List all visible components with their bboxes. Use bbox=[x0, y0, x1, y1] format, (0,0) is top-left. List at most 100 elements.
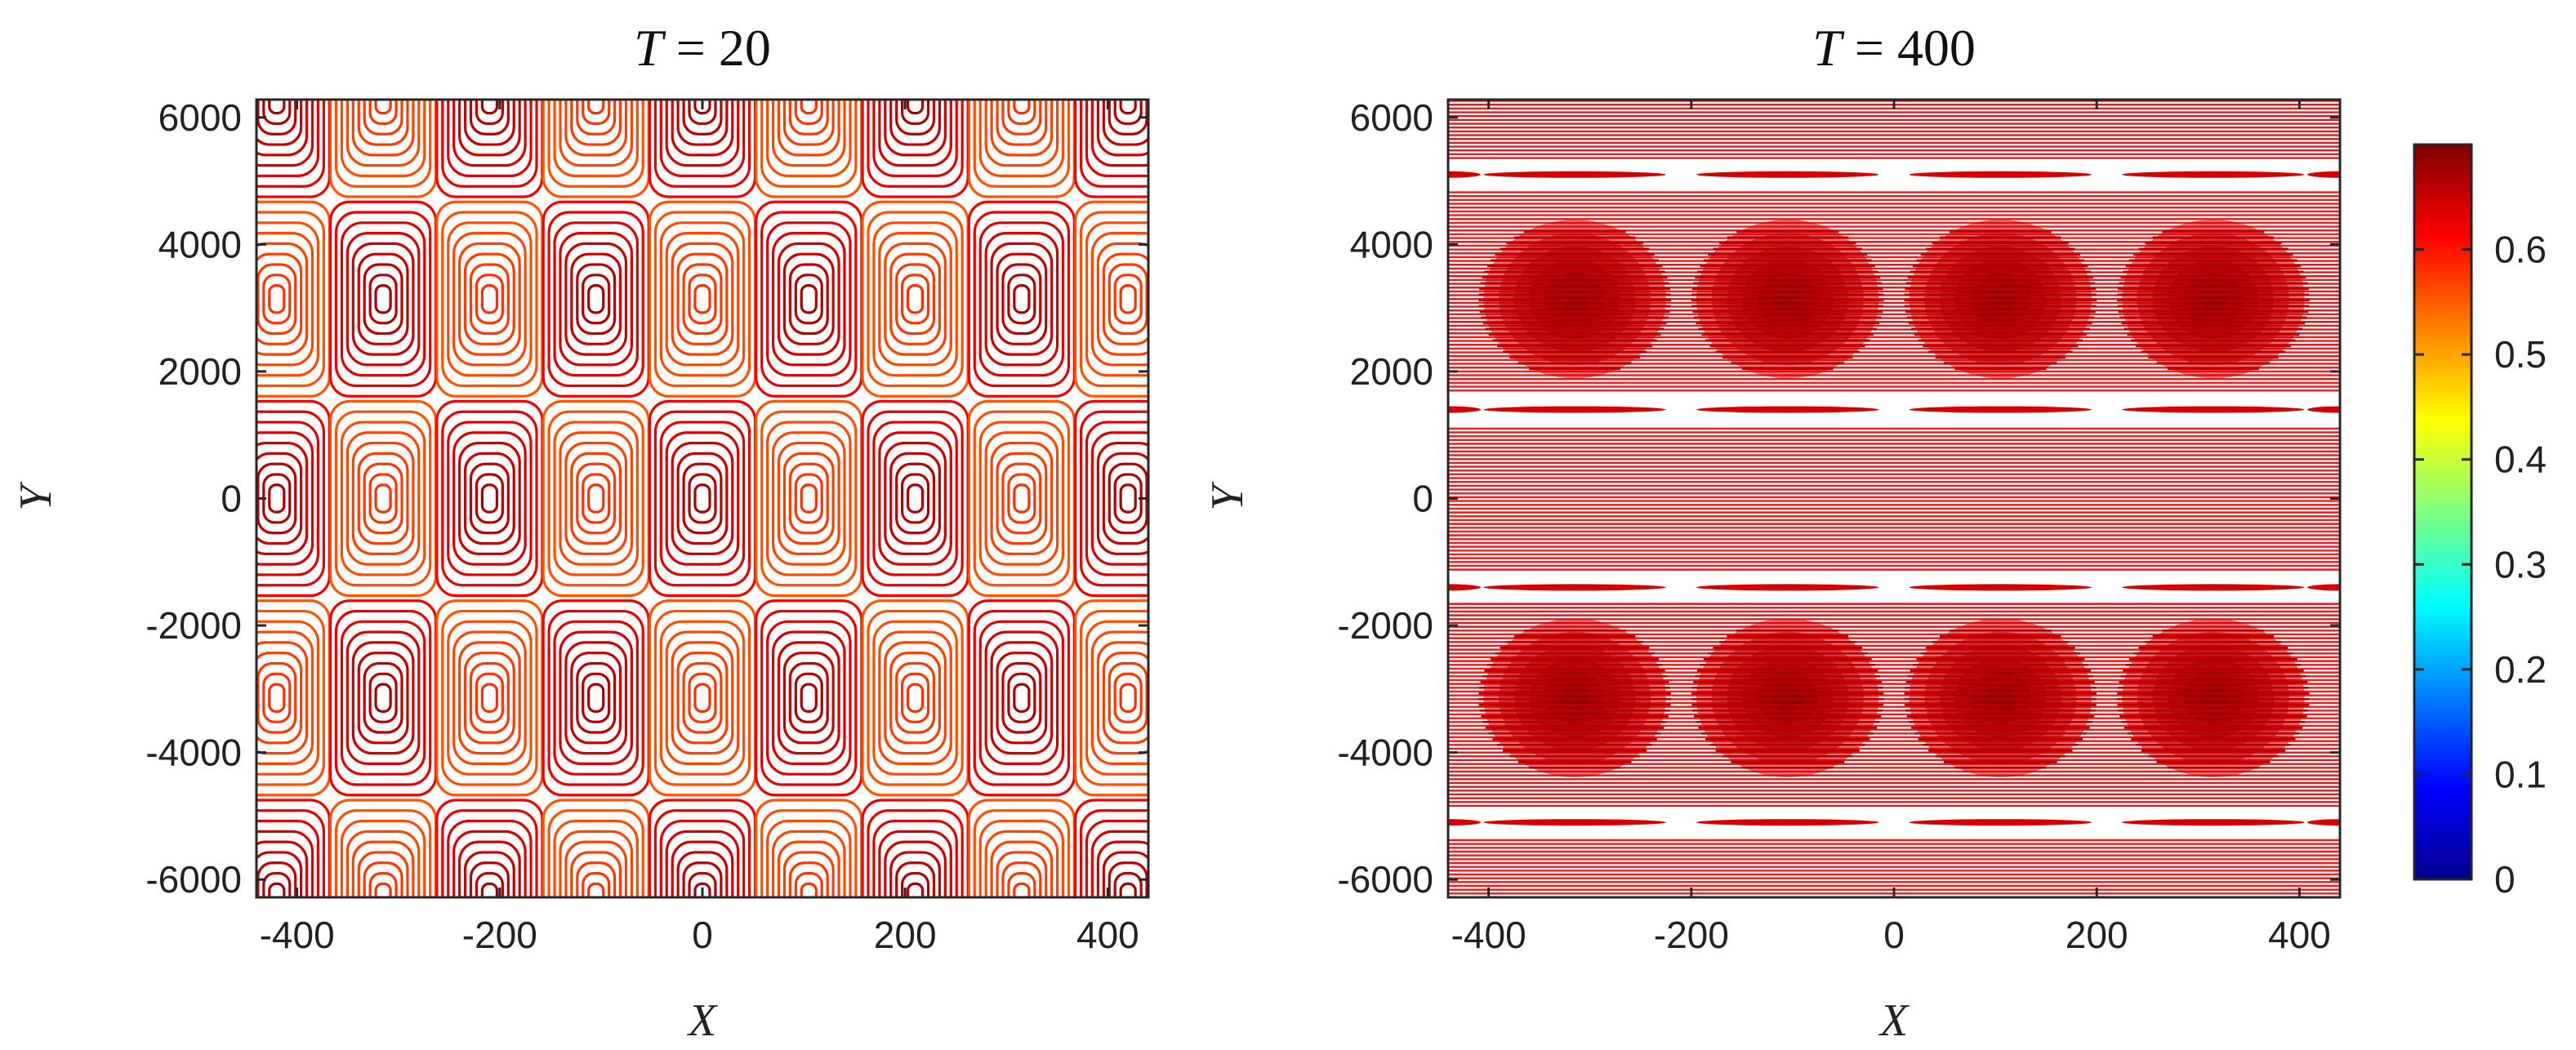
contour-line bbox=[1113, 274, 1143, 325]
contour-line bbox=[256, 211, 326, 388]
contour-line bbox=[441, 609, 538, 786]
contour-line bbox=[256, 819, 320, 897]
contour-line bbox=[1013, 882, 1031, 897]
contour-line bbox=[1102, 100, 1148, 146]
x-tick-label: -200 bbox=[462, 914, 537, 956]
contour-line bbox=[541, 100, 650, 198]
contour-line bbox=[665, 630, 740, 765]
contour-line bbox=[1090, 232, 1148, 367]
contour-line bbox=[990, 100, 1054, 157]
contour-line bbox=[1079, 211, 1148, 388]
x-tick-label: 0 bbox=[1883, 914, 1905, 956]
gap-contour bbox=[1483, 819, 1666, 826]
contour-line bbox=[766, 819, 852, 897]
contour-line bbox=[800, 483, 818, 514]
contour-line bbox=[984, 431, 1059, 566]
contour-line bbox=[766, 221, 852, 377]
contour-line bbox=[340, 819, 426, 897]
contour-line bbox=[777, 100, 840, 157]
contour-line bbox=[357, 452, 409, 545]
contour-line bbox=[1074, 100, 1148, 198]
y-tick-label: -4000 bbox=[1337, 732, 1433, 774]
contour-line bbox=[800, 100, 818, 115]
contour-line bbox=[447, 819, 533, 897]
contour-line bbox=[441, 211, 538, 388]
contour-line bbox=[345, 100, 421, 167]
y-tick-label: -6000 bbox=[145, 858, 242, 901]
contour-line bbox=[480, 882, 499, 897]
contour-line bbox=[688, 871, 717, 897]
contour-line bbox=[889, 652, 942, 745]
contour-line bbox=[256, 100, 309, 157]
contour-line bbox=[452, 630, 527, 765]
contour-line bbox=[345, 232, 421, 367]
contour-line bbox=[475, 274, 504, 325]
contour-line bbox=[766, 620, 852, 776]
contour-line bbox=[570, 100, 622, 146]
contour-line bbox=[345, 830, 421, 897]
contour-line bbox=[1001, 661, 1042, 734]
contour-line bbox=[1085, 221, 1148, 377]
gap-contour bbox=[2122, 406, 2305, 413]
contour-line bbox=[867, 410, 964, 587]
contour-line bbox=[771, 630, 846, 765]
contour-line bbox=[334, 609, 432, 786]
gap-contour bbox=[1483, 584, 1666, 591]
contour-line bbox=[653, 609, 751, 786]
contour-line bbox=[256, 442, 309, 555]
contour-line bbox=[973, 211, 1071, 388]
panel-t20-contours bbox=[256, 100, 1148, 897]
contour-line bbox=[553, 221, 639, 377]
contour-line bbox=[357, 252, 409, 345]
contour-line bbox=[1090, 431, 1148, 566]
contour-line bbox=[872, 620, 958, 776]
contour-line bbox=[889, 100, 942, 146]
contour-line bbox=[570, 851, 622, 897]
contour-line bbox=[475, 672, 504, 723]
contour-line bbox=[688, 473, 717, 524]
contour-line bbox=[794, 473, 823, 524]
contour-line bbox=[576, 861, 617, 897]
contour-line bbox=[895, 861, 936, 897]
contour-line bbox=[570, 252, 622, 345]
contour-line bbox=[671, 442, 734, 555]
contour-line bbox=[990, 641, 1054, 755]
y-tick-label: -2000 bbox=[145, 604, 242, 647]
contour-line bbox=[1096, 442, 1148, 555]
contour-line bbox=[990, 242, 1054, 356]
contour-line bbox=[676, 851, 729, 897]
contour-line bbox=[895, 661, 936, 734]
contour-line bbox=[363, 861, 403, 897]
contour-line bbox=[1113, 871, 1143, 897]
gap-contour bbox=[2122, 819, 2305, 826]
x-tick-label: -200 bbox=[1654, 914, 1729, 956]
gap-contour bbox=[1909, 171, 2092, 178]
contour-line bbox=[884, 242, 947, 356]
contour-line bbox=[771, 431, 846, 566]
panel-t20-title-var: T bbox=[634, 19, 666, 77]
x-tick-label: 200 bbox=[874, 914, 937, 956]
gap-contour bbox=[1696, 819, 1879, 826]
contour-line bbox=[1007, 274, 1036, 325]
contour-line bbox=[256, 641, 309, 755]
contour-line bbox=[782, 452, 835, 545]
contour-line bbox=[659, 221, 746, 377]
contour-line bbox=[1074, 599, 1148, 797]
contour-line bbox=[256, 242, 309, 356]
contour-line bbox=[800, 283, 818, 314]
contour-line bbox=[469, 462, 510, 535]
contour-line bbox=[777, 641, 840, 755]
contour-line bbox=[1001, 861, 1042, 897]
contour-line bbox=[469, 661, 510, 734]
contour-line bbox=[901, 274, 930, 325]
x-tick-label: -400 bbox=[1451, 914, 1526, 956]
contour-line bbox=[1096, 641, 1148, 755]
contour-line bbox=[441, 410, 538, 587]
contour-line bbox=[676, 652, 729, 745]
contour-line bbox=[878, 431, 952, 566]
panel-t20: T = 20 -400 -200 0 200 400 -6000-4000-200002… bbox=[11, 19, 1150, 1046]
contour-line bbox=[357, 100, 409, 146]
contour-line bbox=[906, 683, 925, 714]
contour-line bbox=[374, 882, 392, 897]
